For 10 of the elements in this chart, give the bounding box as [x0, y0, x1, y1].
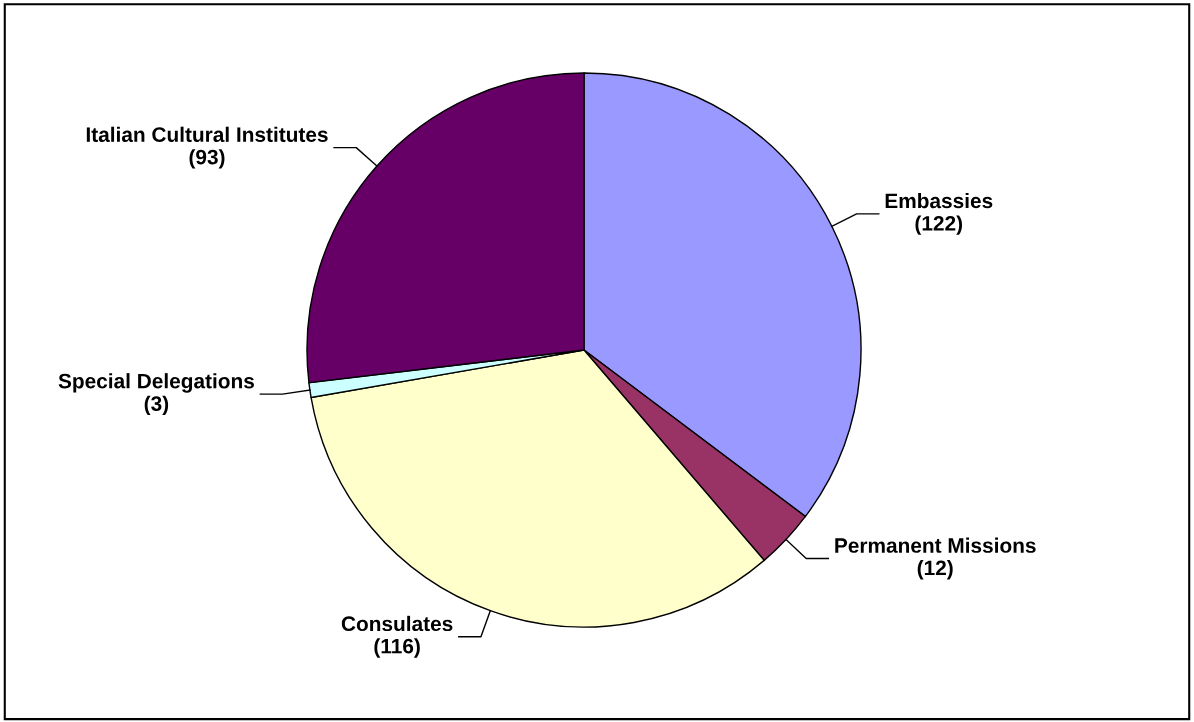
data-label: (3)	[144, 395, 169, 416]
slice-label: Permanent Missions	[835, 537, 1036, 553]
slice-label: Italian Cultural Institutes	[86, 126, 328, 142]
data-label: (122)	[915, 215, 963, 235]
slice-label: Embassies	[885, 192, 993, 209]
slice-label: Consulates	[341, 615, 453, 632]
slice-label: Special Delegations	[58, 373, 254, 393]
data-label: (12)	[917, 560, 953, 580]
data-label: (116)	[374, 638, 420, 658]
data-label: (93)	[189, 149, 225, 169]
